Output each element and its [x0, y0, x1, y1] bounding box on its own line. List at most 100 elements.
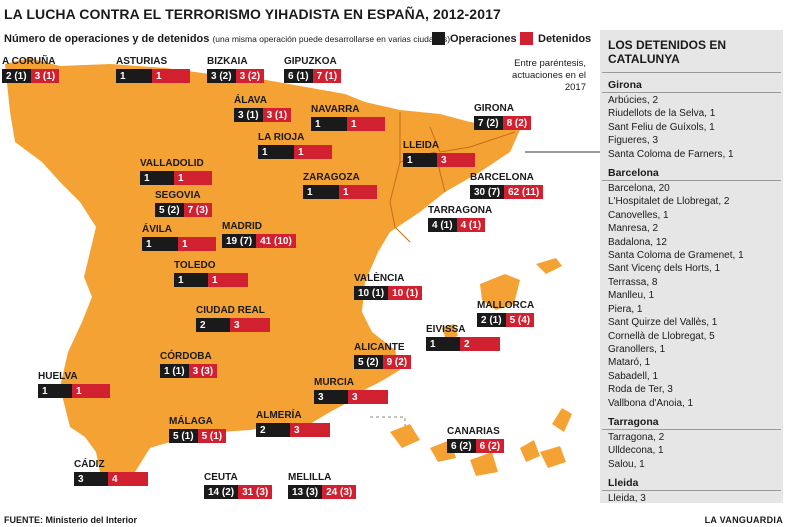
operaciones-value: 7 (2) — [474, 116, 503, 130]
detenidos-value: 3 (1) — [262, 108, 292, 122]
list-item: Arbúcies, 2 — [608, 95, 659, 106]
detenidos-value: 1 — [152, 69, 190, 83]
detenidos-value: 8 (2) — [502, 116, 532, 130]
region-name: LA RIOJA — [258, 132, 305, 143]
subtitle-main: Número de operaciones y de detenidos — [4, 33, 210, 45]
detenidos-value: 7 (1) — [312, 69, 342, 83]
list-item: Santa Coloma de Farners, 1 — [608, 148, 734, 160]
region-alicante: ALICANTE 5 (2) 9 (2) — [354, 342, 412, 369]
region-name: GIPUZKOA — [284, 56, 337, 67]
detenidos-value: 4 — [108, 472, 148, 486]
canarias-island — [520, 440, 540, 462]
list-item: Granollers, 1 — [608, 343, 666, 355]
region-name: LLEIDA — [403, 140, 440, 151]
legend-operaciones-label: Operaciones — [450, 32, 517, 45]
region-a-coruna: A CORUÑA 2 (1) 3 (1) — [2, 56, 60, 83]
operaciones-value: 1 — [258, 145, 294, 159]
province-name: Barcelona — [602, 167, 781, 182]
detenidos-value: 2 — [460, 337, 500, 351]
detenidos-value: 1 — [72, 384, 110, 398]
region-name: CÁDIZ — [74, 459, 105, 470]
detenidos-value: 62 (11) — [504, 185, 544, 199]
region-name: TARRAGONA — [428, 205, 493, 216]
menorca-shape — [536, 258, 562, 274]
region-name: ALICANTE — [354, 342, 405, 353]
operaciones-value: 13 (3) — [288, 485, 323, 499]
catalonia-panel: LOS DETENIDOS EN CATALUNYA Girona Arbúci… — [600, 30, 783, 505]
detenidos-swatch — [520, 32, 533, 45]
detenidos-value: 5 (1) — [197, 429, 227, 443]
detenidos-value: 1 — [294, 145, 332, 159]
detenidos-value: 7 (3) — [183, 203, 213, 217]
mainland-shape — [5, 58, 520, 482]
region-name: TOLEDO — [174, 260, 216, 271]
region-name: MÁLAGA — [169, 416, 213, 427]
detenidos-value: 3 — [230, 318, 270, 332]
region-name: ZARAGOZA — [303, 172, 360, 183]
province-tarragona: Tarragona Tarragona, 2 Ulldecona, 1 Salo… — [600, 416, 783, 471]
list-item: Sabadell, 1 — [608, 370, 659, 382]
list-item: Lleida, 3 — [608, 493, 646, 505]
operaciones-value: 5 (1) — [169, 429, 198, 443]
subtitle-note: (una misma operación puede desarrollarse… — [212, 34, 451, 44]
region-name: VALLADOLID — [140, 158, 204, 169]
legend-operaciones: Operaciones — [432, 32, 517, 45]
list-item: Salou, 1 — [608, 458, 645, 470]
region-name: BIZKAIA — [207, 56, 248, 67]
region-girona: GIRONA 7 (2) 8 (2) — [474, 103, 532, 130]
region-valencia: VALÈNCIA 10 (1) 10 (1) — [354, 273, 423, 300]
region-name: SEGOVIA — [155, 190, 201, 201]
region-tarragona: TARRAGONA 4 (1) 4 (1) — [428, 205, 492, 232]
list-item: Mataró, 1 — [608, 357, 651, 369]
subtitle: Número de operaciones y de detenidos (un… — [4, 33, 450, 45]
list-item: Manlleu, 1 — [608, 290, 655, 302]
detenidos-value: 1 — [347, 117, 385, 131]
region-name: CANARIAS — [447, 426, 500, 437]
detenidos-value: 3 — [437, 153, 475, 167]
operaciones-value: 1 — [142, 237, 178, 251]
operaciones-value: 30 (7) — [470, 185, 505, 199]
region-alava: ÁLAVA 3 (1) 3 (1) — [234, 95, 292, 122]
detenidos-value: 3 (1) — [30, 69, 60, 83]
canarias-island — [552, 408, 572, 432]
region-name: CÓRDOBA — [160, 351, 212, 362]
operaciones-value: 1 — [116, 69, 152, 83]
detenidos-value: 6 (2) — [475, 439, 505, 453]
list-item: Santa Coloma de Gramenet, 1 — [608, 250, 744, 262]
region-name: VALÈNCIA — [354, 273, 405, 284]
operaciones-value: 6 (2) — [447, 439, 476, 453]
region-name: NAVARRA — [311, 104, 360, 115]
list-item: Ulldecona, 1 — [608, 445, 664, 457]
page-title: LA LUCHA CONTRA EL TERRORISMO YIHADISTA … — [4, 6, 501, 22]
province-barcelona: Barcelona Barcelona, 20 L'Hospitalet de … — [600, 167, 783, 410]
list-item: Piera, 1 — [608, 303, 643, 315]
region-madrid: MADRID 19 (7) 41 (10) — [222, 221, 296, 248]
list-item: Riudellots de la Selva, 1 — [608, 108, 716, 120]
detenidos-value: 3 (3) — [188, 364, 218, 378]
panel-title: LOS DETENIDOS EN CATALUNYA — [602, 30, 781, 73]
region-canarias: CANARIAS 6 (2) 6 (2) — [447, 426, 505, 453]
operaciones-value: 3 — [74, 472, 108, 486]
operaciones-value: 3 — [314, 390, 348, 404]
region-name: ÁLAVA — [234, 95, 267, 106]
detenidos-value: 3 — [290, 423, 330, 437]
legend-detenidos-label: Detenidos — [538, 32, 592, 45]
region-segovia: SEGOVIA 5 (2) 7 (3) — [155, 190, 213, 217]
list-item: L'Hospitalet de Llobregat, 2 — [608, 196, 730, 208]
region-ceuta: CEUTA 14 (2) 31 (3) — [204, 472, 273, 499]
detenidos-value: 5 (4) — [505, 313, 535, 327]
province-name: Tarragona — [602, 416, 781, 430]
region-gipuzkoa: GIPUZKOA 6 (1) 7 (1) — [284, 56, 342, 83]
operaciones-value: 3 (1) — [234, 108, 263, 122]
region-name: CIUDAD REAL — [196, 305, 265, 316]
detenidos-value: 1 — [174, 171, 212, 185]
portugal-shape — [0, 167, 92, 392]
